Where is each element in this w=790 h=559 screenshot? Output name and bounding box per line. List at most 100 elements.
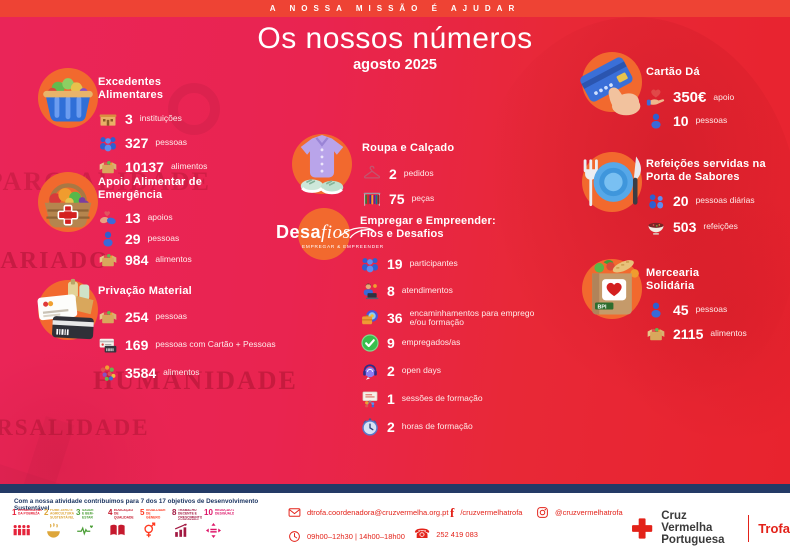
instagram-handle: @cruzvermelhatrofa — [555, 508, 623, 517]
sdg-number: 4 — [108, 509, 113, 517]
desafios-logo-text: Desafios — [276, 222, 351, 243]
stat-value: 3584 — [125, 364, 157, 381]
stat-row: 10137 alimentos — [98, 157, 284, 177]
sdg-title: ERRADICAÇÃO DA POBREZA — [18, 509, 42, 516]
stat-label: empregados/as — [401, 337, 461, 348]
stat-label: refeições — [703, 221, 738, 232]
stat-row: 3 instituições — [98, 109, 284, 129]
section-title: Refeições servidas na Porta de Sabores — [646, 158, 766, 183]
background-ring — [168, 83, 220, 135]
sdg-number: 1 — [12, 509, 17, 517]
sdg-2-tile: 2 FOME ZERO E AGRICULTURA SUSTENTÁVEL — [44, 509, 74, 545]
stat-label: horas de formação — [401, 421, 473, 432]
section-title: Cartão Dá — [646, 66, 700, 78]
stat-label: pessoas — [155, 310, 188, 321]
person-icon — [646, 300, 666, 320]
clothes-shoes-icon — [288, 130, 356, 198]
stat-value: 36 — [387, 310, 403, 327]
stat-row: 10 pessoas — [646, 111, 790, 131]
section-privacao-material: Privação Material 254 pessoas 169 pessoa… — [34, 276, 304, 383]
stat-label: atendimentos — [401, 285, 453, 296]
hanger-icon — [362, 164, 382, 184]
stat-value: 984 — [125, 252, 149, 269]
desafios-logo: Desafios EMPREGAR & EMPREENDER — [276, 208, 386, 268]
sdg-title: SAÚDE E BEM-ESTAR — [82, 509, 95, 520]
presentation-board-icon — [360, 389, 380, 409]
stat-value: 19 — [387, 256, 403, 273]
stat-value: 75 — [389, 190, 405, 207]
stat-label: apoio — [713, 91, 735, 102]
sdg-title: EDUCAÇÃO DE QUALIDADE — [114, 509, 135, 520]
clothes-rack-icon — [362, 189, 382, 209]
fruit-basket-icon — [34, 168, 102, 236]
stat-label: pessoas com Cartão + Pessoas — [155, 338, 276, 349]
stat-label: pessoas diárias — [695, 195, 755, 206]
logo-divider — [747, 514, 750, 542]
stat-label: alimentos — [163, 366, 200, 377]
stat-label: pessoas — [695, 114, 728, 125]
hand-heart-icon — [646, 88, 666, 108]
desafios-logo-tagline: EMPREGAR & EMPREENDER — [302, 245, 384, 250]
sdg-title: FOME ZERO E AGRICULTURA SUSTENTÁVEL — [50, 509, 74, 520]
stat-value: 2 — [387, 363, 395, 380]
soup-bowl-icon — [646, 217, 666, 237]
plate-cutlery-icon — [578, 148, 646, 216]
stat-value: 2 — [387, 419, 395, 436]
stat-value: 13 — [125, 210, 141, 227]
logo-name: Cruz Vermelha Portuguesa — [661, 510, 725, 547]
stat-row: 20 pessoas diárias — [646, 191, 790, 211]
section-title: Privação Material — [98, 285, 192, 297]
phone-icon: ☎ — [414, 527, 431, 542]
stat-row: 2115 alimentos — [646, 324, 790, 344]
section-apoio-alimentar-emergencia: Apoio Alimentar de Emergência 13 apoios … — [34, 168, 284, 270]
people-icon — [98, 133, 118, 153]
stat-value: 3 — [125, 111, 133, 128]
stat-label: apoios — [147, 212, 173, 223]
cruz-vermelha-logo: Cruz Vermelha Portuguesa Trofa — [630, 510, 790, 546]
stat-value: 10137 — [125, 159, 164, 176]
stat-row: 9 empregados/as — [360, 333, 556, 353]
stat-label: pessoas — [155, 137, 188, 148]
stat-label: alimentos — [155, 254, 192, 265]
stat-value: 1 — [387, 391, 395, 408]
section-refeicoes-porta-sabores: Refeições servidas na Porta de Sabores 2… — [578, 148, 790, 237]
main-area: VOLUNTARIADO IMPARCIALIDADE HUMANIDADE U… — [0, 17, 790, 484]
stat-row: 350€ apoio — [646, 88, 790, 108]
footer: Com a nossa atividade contribuímos para … — [0, 493, 790, 559]
stat-row: 13 apoios — [98, 208, 284, 228]
clock-icon — [360, 417, 380, 437]
sdg-1-icon — [13, 524, 30, 536]
food-basket-icon — [34, 64, 102, 132]
sdg-number: 2 — [44, 509, 49, 517]
section-mercearia-solidaria: Mercearia Solidária 45 pessoas 2115 alim… — [578, 255, 790, 344]
helping-hands-icon — [98, 208, 118, 228]
stat-row: 984 alimentos — [98, 250, 284, 270]
food-box-icon — [98, 250, 118, 270]
desk-attendance-icon — [360, 281, 380, 301]
sdg-note: Com a nossa atividade contribuímos para … — [14, 498, 259, 512]
stat-label: open days — [401, 365, 442, 376]
stat-value: 20 — [673, 193, 689, 210]
people-icon — [646, 191, 666, 211]
stat-value: 29 — [125, 231, 141, 248]
stat-label: encaminhamentos para emprego e/ou formaç… — [409, 307, 535, 328]
stat-value: 10 — [673, 112, 689, 129]
stat-value: 2 — [389, 165, 397, 182]
facebook-row: f /cruzvermelhatrofa — [450, 506, 522, 519]
stat-row: 29 pessoas — [98, 229, 284, 249]
sdg-number: 10 — [204, 509, 213, 517]
logo-location: Trofa — [758, 520, 790, 536]
section-cartao-da: Cartão Dá 350€ apoio 10 pessoas — [578, 48, 790, 131]
desafios-logo-circle — [298, 208, 350, 260]
watermark-universalidade: UNIVERSALIDADE — [0, 415, 150, 440]
sdg-5-tile: 5 IGUALDADE DE GÉNERO — [140, 509, 170, 545]
section-excedentes-alimentares: Excedentes Alimentares 3 instituições 32… — [34, 64, 284, 177]
section-title: Apoio Alimentar de Emergência — [98, 176, 203, 201]
sdg-number: 3 — [76, 509, 81, 517]
email-row: dtrofa.coordenadora@cruzvermelha.org.pt — [288, 506, 448, 519]
sdg-3-icon — [77, 525, 93, 536]
sdg-5-icon — [144, 522, 156, 538]
clock-icon — [288, 530, 301, 543]
mission-banner-text: A NOSSA MISSÃO É AJUDAR — [269, 4, 521, 13]
